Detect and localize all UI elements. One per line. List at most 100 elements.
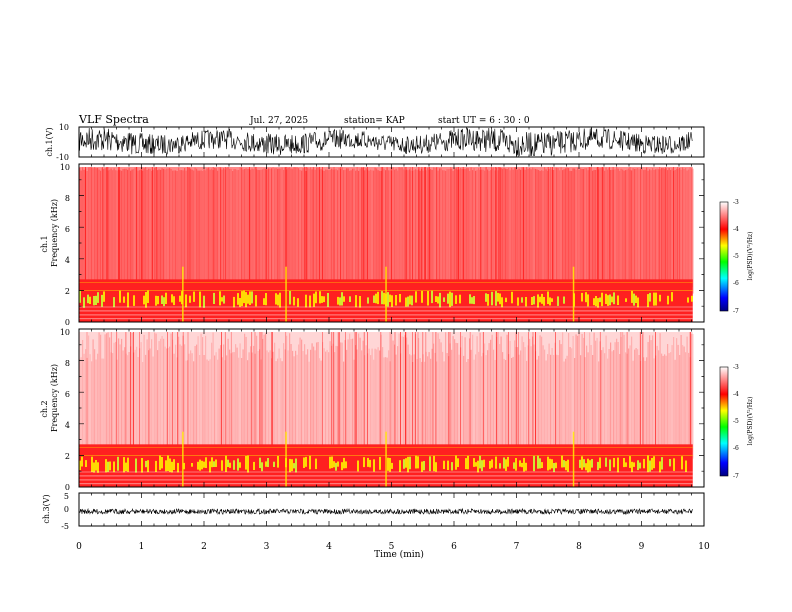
y-tick-marks	[79, 163, 704, 323]
spectrogram-column	[121, 338, 123, 459]
spectrogram-column	[446, 353, 448, 459]
spectrogram-column	[364, 355, 366, 459]
spectrogram-column	[176, 171, 178, 294]
spectrogram-column	[289, 333, 291, 459]
spectrogram-hotspot	[649, 460, 651, 472]
spectrogram-column	[524, 347, 526, 459]
spectrogram-hotspot	[369, 459, 371, 468]
spectrogram-hotspot	[127, 457, 129, 472]
spectrogram-hotspot	[549, 297, 551, 306]
spectrogram-hotspot	[483, 459, 485, 468]
spectrogram-column	[631, 336, 633, 459]
spectrogram-hotspot	[171, 294, 173, 303]
spectrogram-streak	[361, 167, 363, 322]
spectrogram-streak	[428, 167, 430, 322]
spectrogram-hotspot	[331, 456, 333, 469]
spectrogram-column	[128, 167, 130, 294]
spectrogram-column	[292, 168, 294, 294]
ch1-freq-tick-8: 8	[65, 194, 70, 203]
spectrogram-column	[185, 360, 187, 459]
spectrogram-hotspot	[213, 461, 215, 467]
spectrogram-streak	[339, 332, 340, 487]
spectrogram-streak	[221, 332, 222, 487]
spectrogram-hotspot	[135, 458, 137, 473]
spectrogram-hotspot	[391, 462, 393, 469]
spectrogram-column	[428, 352, 430, 459]
spectrogram-column	[680, 335, 682, 459]
spectrogram-column	[253, 169, 255, 294]
spectrogram-hotspot	[341, 292, 343, 306]
spectrogram-streak	[480, 167, 482, 322]
spectrogram-column	[185, 170, 187, 294]
spectrogram-streak	[354, 332, 356, 487]
spectrogram-column	[592, 170, 594, 294]
spectrogram-column	[532, 167, 534, 294]
spectrogram-column	[370, 355, 372, 459]
spectrogram-streak	[495, 167, 497, 322]
spectrogram-streak	[271, 332, 273, 487]
spectrogram-column	[247, 168, 249, 294]
spectrogram-column	[566, 167, 568, 294]
spectrogram-column	[175, 170, 177, 294]
spectrogram-streak	[167, 332, 168, 487]
spectrogram-column	[593, 332, 595, 459]
spectrogram-hotspot	[343, 457, 345, 469]
spectrogram-column	[317, 342, 319, 459]
spectrogram-column	[416, 170, 418, 294]
spectrogram-column	[679, 355, 681, 459]
spectrogram-column	[220, 345, 222, 459]
spectrogram-column	[142, 362, 144, 459]
spectrogram-column	[572, 168, 574, 294]
spectrogram-streak	[271, 332, 273, 487]
spectrogram-column	[358, 333, 360, 459]
spectrogram-column	[284, 349, 286, 459]
spectrogram-column	[665, 355, 667, 459]
spectrogram-hotspot	[635, 295, 637, 303]
spectrogram-column	[440, 342, 442, 459]
spectrogram-column	[587, 170, 589, 294]
spectrogram-column	[506, 169, 508, 294]
spectrogram-column	[563, 169, 565, 294]
spectrogram-streak	[405, 332, 407, 487]
spectrogram-hotspot	[295, 458, 297, 473]
spectrogram-column	[490, 170, 492, 294]
spectrogram-column	[646, 167, 648, 294]
ch1-freq-tick-0: 0	[65, 318, 70, 327]
spectrogram-streak	[639, 332, 641, 487]
spectrogram-column	[664, 168, 666, 294]
spectrogram-column	[427, 167, 429, 294]
spectrogram-hotspot	[531, 297, 533, 305]
spectrogram-column	[457, 169, 459, 294]
spectrogram-column	[499, 344, 501, 459]
spectrogram-column	[652, 168, 654, 294]
spectrogram-hotspot	[165, 460, 167, 472]
spectrogram-column	[235, 169, 237, 294]
spectrogram-hotspot	[341, 462, 343, 471]
spectrogram-column	[110, 168, 112, 294]
spectrogram-streak	[212, 167, 214, 322]
spectrogram-column	[370, 169, 372, 294]
spectrogram-column	[688, 169, 690, 294]
spectrogram-column	[292, 350, 294, 459]
spectrogram-column	[650, 340, 652, 459]
spectrogram-column	[451, 349, 453, 459]
spectrogram-column	[83, 169, 85, 294]
spectrogram-column	[385, 357, 387, 459]
spectrogram-column	[637, 168, 639, 294]
spectrogram-column	[619, 354, 621, 459]
spectrogram-column	[260, 359, 262, 459]
spectrogram-column	[691, 333, 693, 459]
spectrogram-column	[598, 169, 600, 294]
spectrogram-column	[557, 168, 559, 294]
spectrogram-column	[577, 335, 579, 459]
spectrogram-event	[182, 266, 184, 322]
spectrogram-hotspot	[597, 298, 599, 308]
spectrogram-column	[667, 344, 669, 459]
spectrogram-event	[285, 266, 287, 322]
x-tick-1: 1	[139, 542, 145, 552]
spectrogram-column	[296, 167, 298, 294]
spectrogram-hotspot	[517, 297, 519, 306]
spectrogram-column	[409, 354, 411, 459]
spectrogram-streak	[599, 332, 601, 487]
spectrogram-column	[386, 167, 388, 294]
